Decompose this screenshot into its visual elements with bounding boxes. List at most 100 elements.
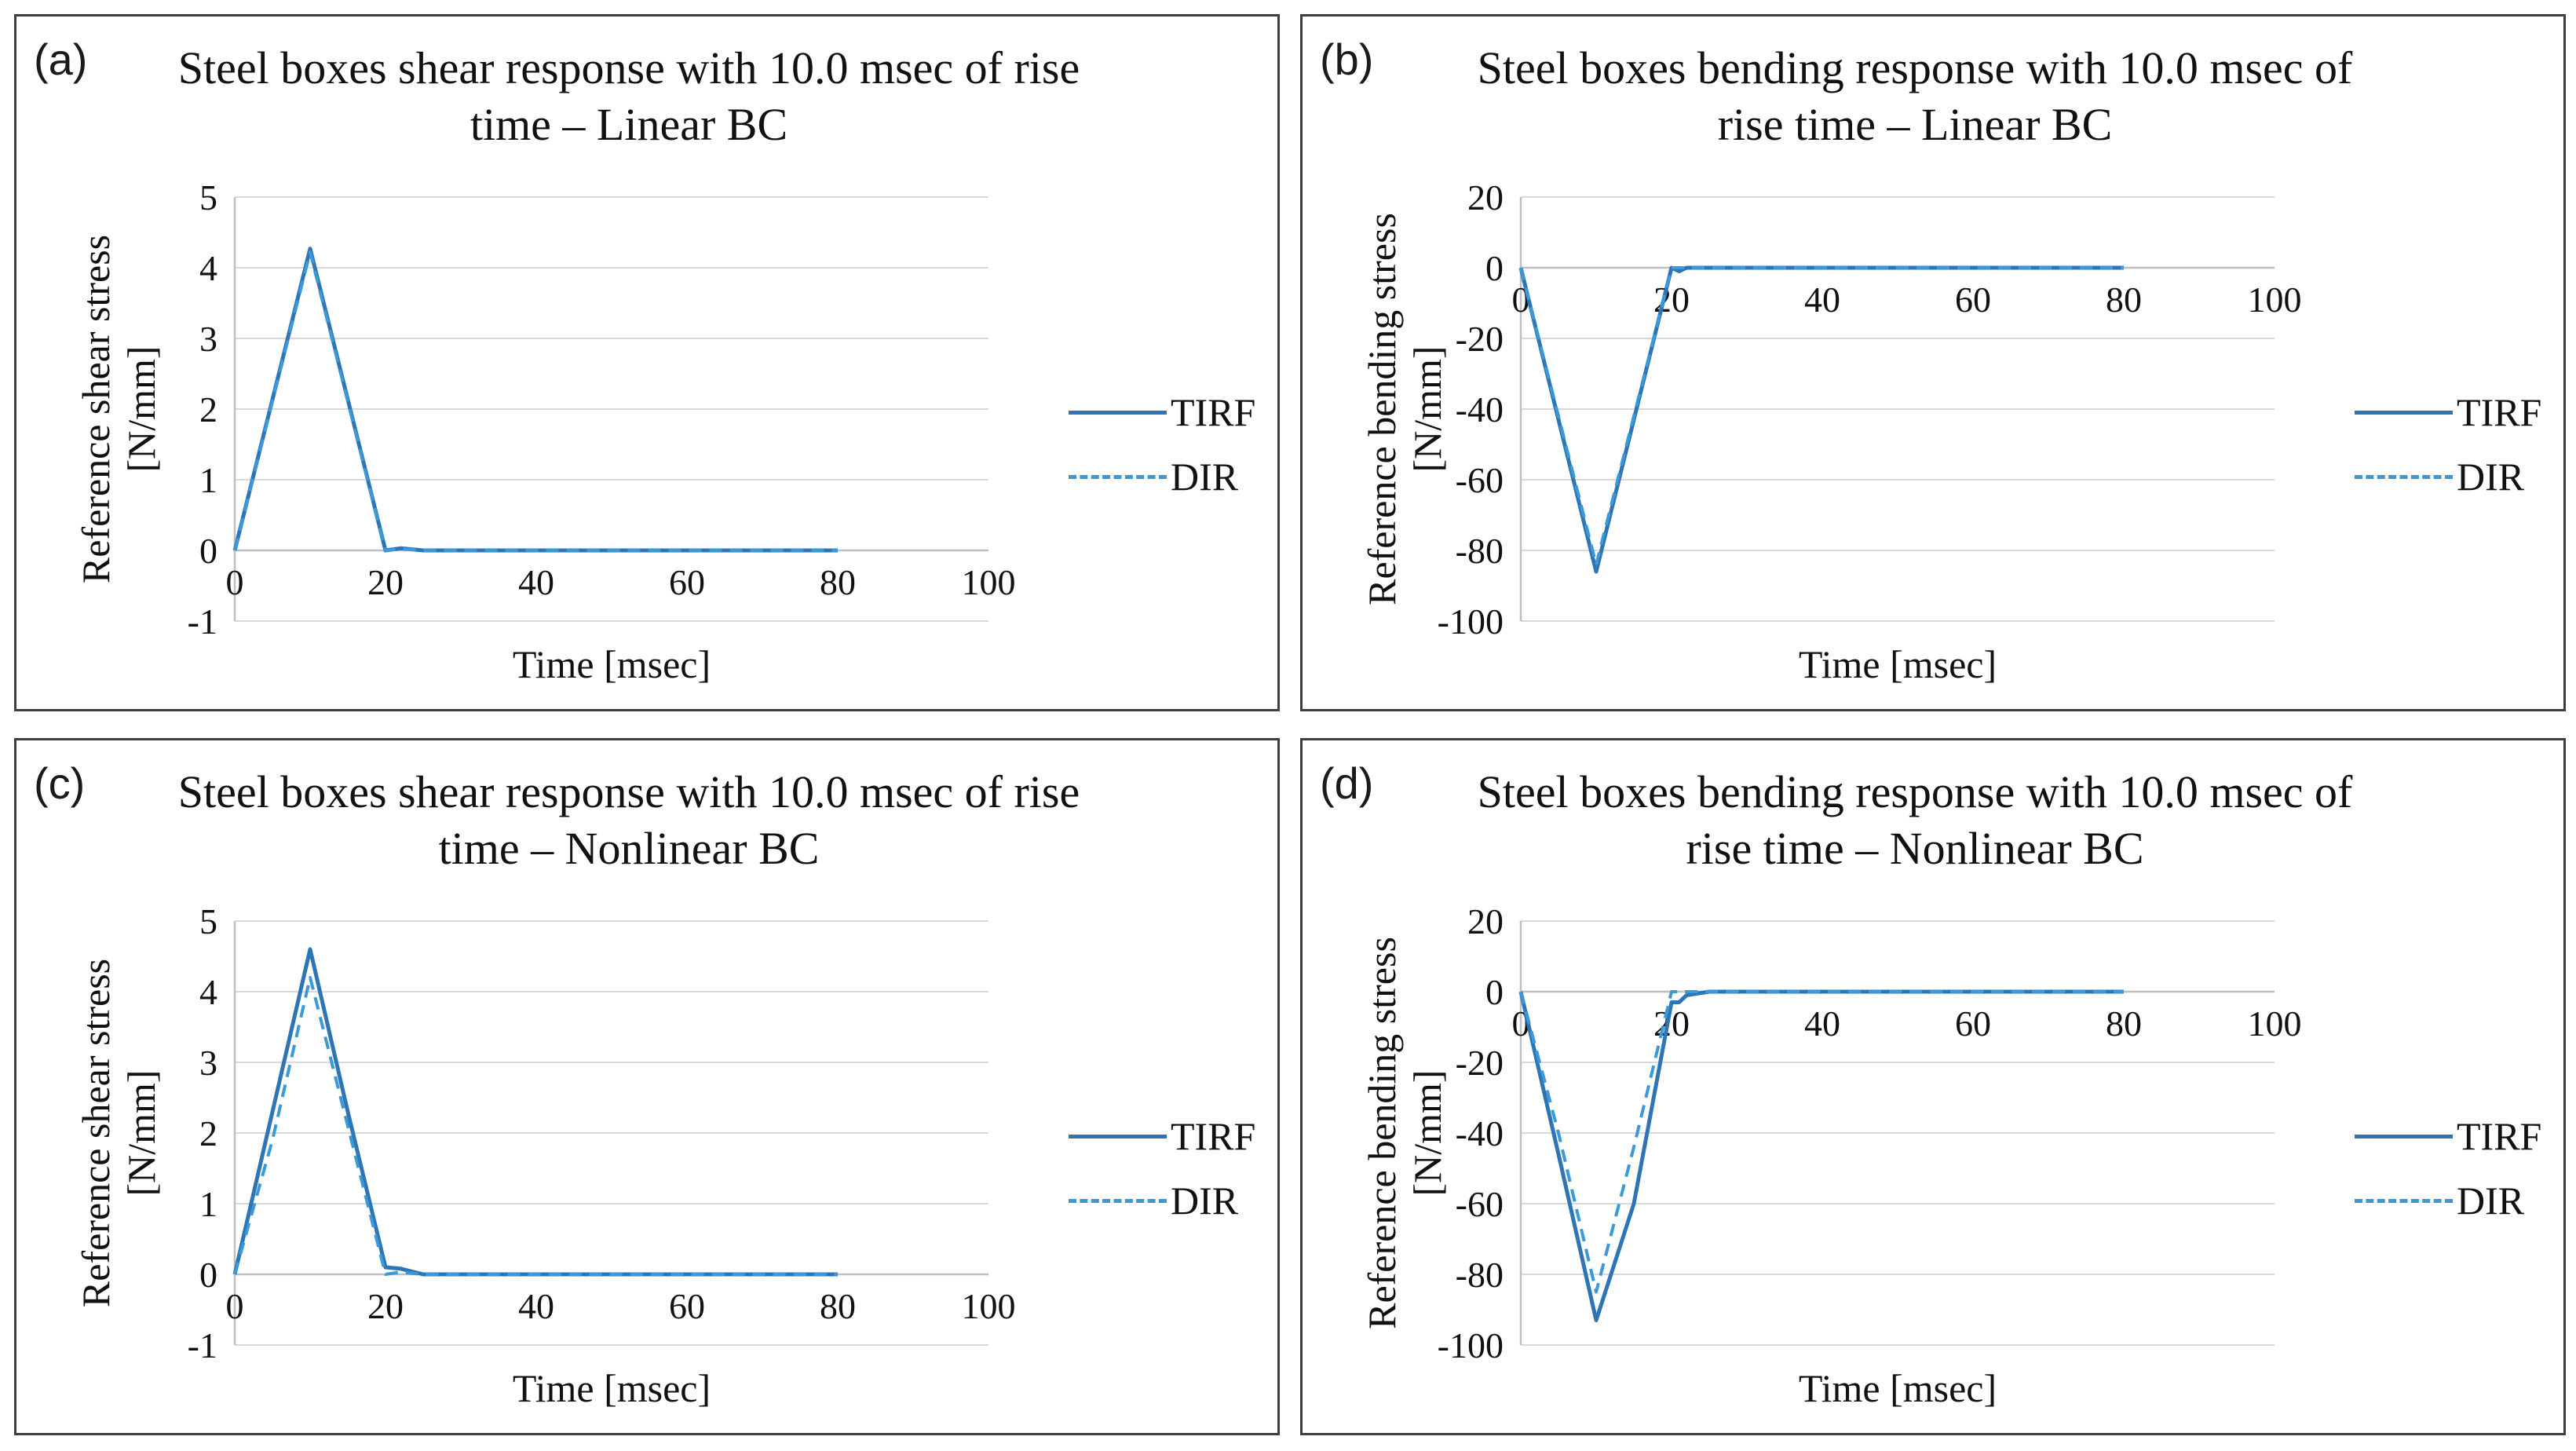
y-tick-label: 5 <box>199 177 217 217</box>
chart-title-line2: rise time – Nonlinear BC <box>1686 823 2144 874</box>
x-tick-label: 80 <box>2106 280 2142 320</box>
x-tick-label: 60 <box>1955 1003 1991 1043</box>
series-line-dir <box>233 250 838 552</box>
x-tick-label: 40 <box>1804 280 1840 320</box>
x-tick-label: 60 <box>1955 280 1991 320</box>
legend-label-dir: DIR <box>1171 455 1239 499</box>
y-tick-label: 20 <box>1467 901 1504 941</box>
legend-label-dir: DIR <box>1171 1179 1239 1223</box>
y-axis-title-unit: [N/mm] <box>1405 1069 1449 1196</box>
panel-letter: (d) <box>1320 758 1374 808</box>
legend-label-tirf: TIRF <box>2457 1114 2542 1158</box>
x-tick-label: 20 <box>367 562 404 602</box>
y-tick-label: -20 <box>1456 1043 1504 1083</box>
y-axis-title: Reference shear stress <box>74 959 118 1307</box>
y-tick-label: -80 <box>1456 1255 1504 1295</box>
chart-title-line2: time – Linear BC <box>470 99 788 150</box>
x-tick-label: 0 <box>226 1286 244 1326</box>
y-tick-label: 0 <box>1485 248 1504 288</box>
x-tick-label: 100 <box>2248 280 2302 320</box>
y-tick-label: 20 <box>1467 177 1504 217</box>
y-tick-label: 2 <box>199 389 217 429</box>
y-tick-label: -100 <box>1438 1325 1504 1365</box>
panel-letter: (b) <box>1320 35 1374 84</box>
chart-panel-c: (c) Steel boxes shear response with 10.0… <box>14 738 1280 1435</box>
series-line-dir <box>1519 266 2124 566</box>
chart-panel-b: (b) Steel boxes bending response with 10… <box>1300 14 2566 711</box>
x-tick-label: 80 <box>2106 1003 2142 1043</box>
y-tick-label: 1 <box>199 1184 217 1224</box>
y-axis-title: Reference shear stress <box>74 235 118 583</box>
x-tick-label: 100 <box>2248 1003 2302 1043</box>
y-tick-label: -1 <box>188 1325 217 1365</box>
y-tick-label: -40 <box>1456 389 1504 429</box>
y-tick-label: -20 <box>1456 319 1504 359</box>
series-line-tirf <box>232 947 838 1277</box>
x-axis-title: Time [msec] <box>1799 1366 1997 1410</box>
chart-title-line1: Steel boxes bending response with 10.0 m… <box>1477 766 2353 817</box>
y-tick-label: -80 <box>1456 531 1504 571</box>
chart-title-line2: rise time – Linear BC <box>1717 99 2113 150</box>
legend-label-dir: DIR <box>2457 1179 2525 1223</box>
chart-panel-a: (a) Steel boxes shear response with 10.0… <box>14 14 1280 711</box>
y-tick-label: -100 <box>1438 601 1504 641</box>
y-tick-label: -40 <box>1456 1113 1504 1153</box>
legend-line-dir <box>2355 1199 2453 1203</box>
legend-line-tirf <box>1069 1135 1167 1139</box>
y-axis-title-unit: [N/mm] <box>119 1069 163 1196</box>
chart-title-line2: time – Nonlinear BC <box>438 823 820 874</box>
legend-label-tirf: TIRF <box>1171 390 1256 434</box>
y-axis-title: Reference bending stress <box>1360 937 1404 1329</box>
series-line-dir <box>1519 990 2124 1294</box>
y-tick-label: 0 <box>199 1255 217 1295</box>
y-tick-label: 0 <box>1485 972 1504 1012</box>
y-tick-label: 4 <box>199 248 217 288</box>
x-tick-label: 60 <box>669 562 705 602</box>
chart-title-line1: Steel boxes bending response with 10.0 m… <box>1477 42 2353 93</box>
series-line-tirf <box>232 247 838 553</box>
x-tick-label: 40 <box>1804 1003 1840 1043</box>
x-tick-label: 0 <box>226 562 244 602</box>
y-axis-title: Reference bending stress <box>1360 213 1404 605</box>
x-tick-label: 80 <box>820 562 856 602</box>
legend-line-dir <box>1069 1199 1167 1203</box>
y-tick-label: 3 <box>199 319 217 359</box>
series-line-dir <box>233 976 838 1276</box>
chart-title-line1: Steel boxes shear response with 10.0 mse… <box>177 42 1080 93</box>
y-axis-title-unit: [N/mm] <box>119 345 163 472</box>
y-tick-label: 0 <box>199 531 217 571</box>
x-tick-label: 80 <box>820 1286 856 1326</box>
legend-line-dir <box>2355 475 2453 479</box>
x-tick-label: 100 <box>962 562 1016 602</box>
x-axis-title: Time [msec] <box>1799 642 1997 686</box>
x-axis-title: Time [msec] <box>513 642 711 686</box>
y-tick-label: 4 <box>199 972 217 1012</box>
chart-panel-d: (d) Steel boxes bending response with 10… <box>1300 738 2566 1435</box>
x-tick-label: 40 <box>518 562 554 602</box>
y-tick-label: 1 <box>199 460 217 500</box>
x-tick-label: 60 <box>669 1286 705 1326</box>
x-tick-label: 20 <box>367 1286 404 1326</box>
legend-line-tirf <box>1069 411 1167 415</box>
x-axis-title: Time [msec] <box>513 1366 711 1410</box>
legend-line-tirf <box>2355 1135 2453 1139</box>
legend-line-tirf <box>2355 411 2453 415</box>
legend-label-tirf: TIRF <box>1171 1114 1256 1158</box>
y-tick-label: 5 <box>199 901 217 941</box>
chart-title-line1: Steel boxes shear response with 10.0 mse… <box>177 766 1080 817</box>
y-tick-label: -1 <box>188 601 217 641</box>
legend-line-dir <box>1069 475 1167 479</box>
legend-label-tirf: TIRF <box>2457 390 2542 434</box>
y-tick-label: -60 <box>1456 1184 1504 1224</box>
y-tick-label: 2 <box>199 1113 217 1153</box>
panel-letter: (a) <box>34 35 88 84</box>
panel-letter: (c) <box>34 758 86 808</box>
y-tick-label: 3 <box>199 1043 217 1083</box>
legend-label-dir: DIR <box>2457 455 2525 499</box>
y-tick-label: -60 <box>1456 460 1504 500</box>
x-tick-label: 100 <box>962 1286 1016 1326</box>
